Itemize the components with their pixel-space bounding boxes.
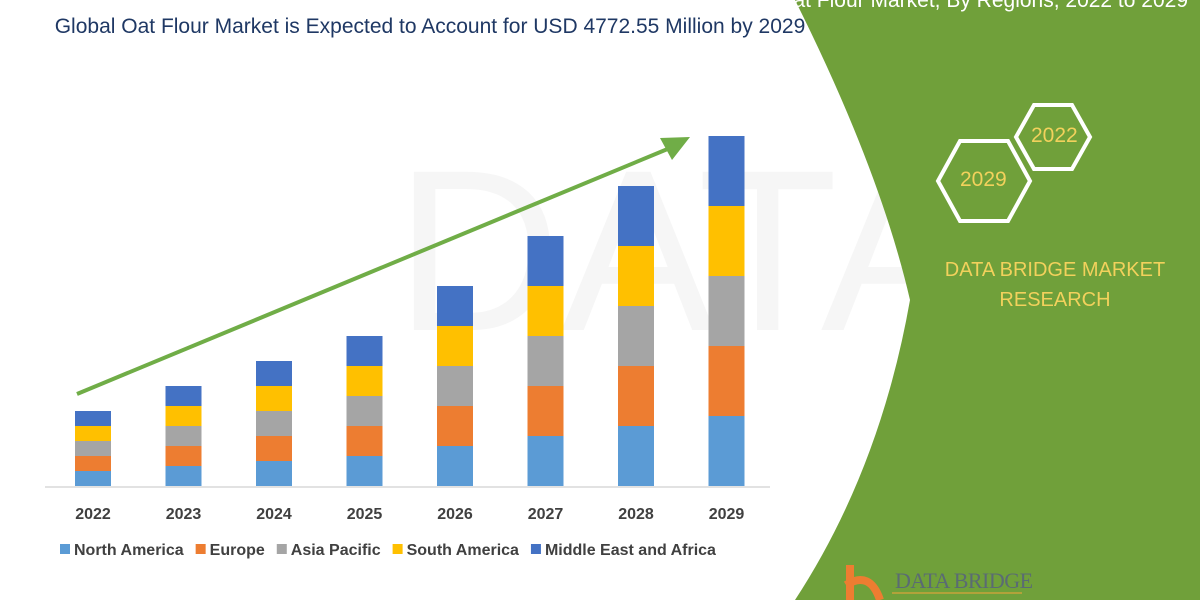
bar-segment-middle-east-and-africa-2026 bbox=[437, 286, 473, 326]
x-tick-label: 2022 bbox=[75, 506, 111, 523]
bar-segment-middle-east-and-africa-2024 bbox=[256, 361, 292, 386]
bar-segment-asia-pacific-2027 bbox=[527, 336, 564, 386]
bar-segment-south-america-2025 bbox=[346, 366, 383, 396]
bar-segment-europe-2027 bbox=[527, 386, 564, 436]
bar-segment-middle-east-and-africa-2025 bbox=[346, 336, 383, 366]
bar-segment-south-america-2029 bbox=[708, 206, 745, 276]
bar-segment-north-america-2024 bbox=[256, 461, 292, 486]
bar-segment-europe-2022 bbox=[75, 456, 111, 471]
legend-swatch bbox=[60, 544, 70, 554]
bar-segment-asia-pacific-2022 bbox=[75, 441, 111, 456]
bar-segment-europe-2023 bbox=[165, 446, 202, 466]
bar-segment-asia-pacific-2024 bbox=[256, 411, 292, 436]
bar-segment-north-america-2029 bbox=[708, 416, 745, 486]
logo-icon bbox=[843, 565, 1022, 600]
bar-segment-middle-east-and-africa-2027 bbox=[527, 236, 564, 286]
bar-segment-europe-2025 bbox=[346, 426, 383, 456]
trend-arrow bbox=[76, 146, 671, 396]
bar-segment-south-america-2023 bbox=[165, 406, 202, 426]
bar-segment-europe-2029 bbox=[708, 346, 745, 416]
chart-area: 2022 2023 2024 2025 2026 2027 2028 2029 North Am… bbox=[45, 136, 770, 559]
legend-swatch bbox=[392, 544, 403, 554]
bar-segment-south-america-2024 bbox=[256, 386, 292, 411]
logo-text: DATA BRIDGE bbox=[895, 568, 1033, 593]
chart-title: Global Oat Flour Market is Expected to A… bbox=[54, 15, 806, 38]
bar-segment-europe-2026 bbox=[437, 406, 473, 446]
bar-segment-asia-pacific-2028 bbox=[618, 306, 654, 366]
brand-text: DATA BRIDGE MARKET RESEARCH bbox=[944, 259, 1166, 311]
green-panel bbox=[795, 0, 1200, 600]
side-title: Global Oat Flour Market, By Regions, 202… bbox=[710, 0, 1188, 12]
legend-swatch bbox=[530, 544, 541, 554]
bar-segment-north-america-2027 bbox=[527, 436, 564, 486]
hexagon-2029 bbox=[935, 139, 1033, 223]
bar-segment-south-america-2027 bbox=[527, 286, 564, 336]
bar-segment-south-america-2028 bbox=[618, 246, 654, 306]
bar-segment-north-america-2022 bbox=[75, 471, 111, 486]
x-tick-label: 2025 bbox=[347, 506, 383, 523]
hex-label-2029: 2029 bbox=[960, 168, 1007, 191]
legend-swatch bbox=[195, 544, 206, 554]
hexagon-2022 bbox=[1013, 103, 1093, 171]
bar-segment-north-america-2028 bbox=[618, 426, 654, 486]
bar-segment-asia-pacific-2029 bbox=[708, 276, 745, 346]
x-tick-label: 2026 bbox=[437, 506, 473, 523]
bar-segment-asia-pacific-2025 bbox=[346, 396, 383, 426]
legend-label: Asia Pacific bbox=[291, 542, 381, 559]
bar-segment-north-america-2026 bbox=[437, 446, 473, 486]
legend-label: South America bbox=[407, 542, 519, 559]
bar-segment-asia-pacific-2026 bbox=[437, 366, 473, 406]
x-tick-label: 2023 bbox=[166, 506, 202, 523]
x-tick-label: 2024 bbox=[256, 506, 292, 523]
trend-arrow-head bbox=[660, 137, 690, 160]
legend-swatch bbox=[276, 544, 287, 554]
bar-segment-north-america-2025 bbox=[346, 456, 383, 486]
bar-segment-middle-east-and-africa-2028 bbox=[618, 186, 654, 246]
bar-segment-north-america-2023 bbox=[165, 466, 202, 486]
hex-label-2022: 2022 bbox=[1031, 124, 1078, 147]
legend-label: Europe bbox=[210, 542, 265, 559]
bar-segment-middle-east-and-africa-2029 bbox=[708, 136, 745, 206]
bar-segment-south-america-2026 bbox=[437, 326, 473, 366]
bar-segment-south-america-2022 bbox=[75, 426, 111, 441]
bar-segment-middle-east-and-africa-2022 bbox=[75, 411, 111, 426]
x-tick-label: 2028 bbox=[618, 506, 654, 523]
bar-segment-europe-2028 bbox=[618, 366, 654, 426]
bar-segment-middle-east-and-africa-2023 bbox=[165, 386, 202, 406]
legend-label: Middle East and Africa bbox=[545, 542, 716, 559]
x-tick-label: 2027 bbox=[528, 506, 564, 523]
bar-segment-asia-pacific-2023 bbox=[165, 426, 202, 446]
bar-segment-europe-2024 bbox=[256, 436, 292, 461]
legend-label: North America bbox=[74, 542, 184, 559]
x-tick-label: 2029 bbox=[709, 506, 745, 523]
